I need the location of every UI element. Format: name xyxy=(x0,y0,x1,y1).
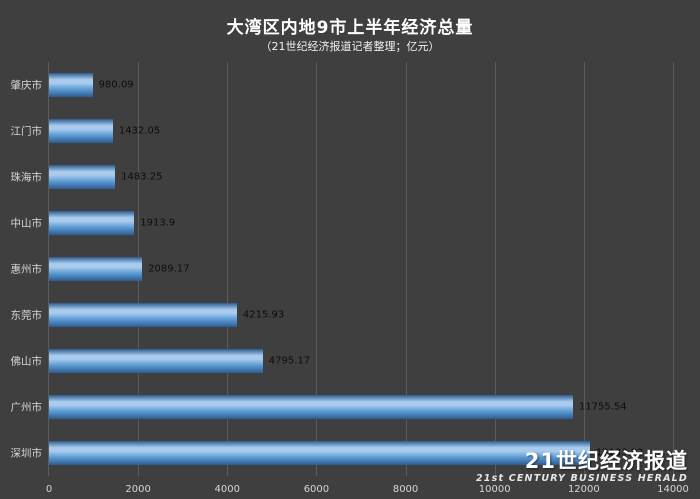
plot-area: 0 2000 4000 6000 8000 10000 12000 14000 肇庆市 980.0… xyxy=(11,62,689,495)
bar xyxy=(49,211,135,235)
bar xyxy=(49,349,263,373)
gridline xyxy=(227,62,229,476)
bar xyxy=(49,395,573,419)
bar xyxy=(49,257,143,281)
bar xyxy=(49,441,590,465)
watermark-en-text: 21st CENTURY BUSINESS HERALD xyxy=(475,472,688,484)
gridline xyxy=(316,62,318,476)
bar-row: 惠州市 2089.17 xyxy=(11,246,672,292)
value-label: 1483.25 xyxy=(121,171,163,183)
watermark-cn-text: 21世纪经济报道 xyxy=(524,448,688,473)
category-label: 佛山市 xyxy=(10,355,43,368)
category-label: 深圳市 xyxy=(10,447,43,460)
bar xyxy=(49,73,93,97)
x-axis-tick-label: 6000 xyxy=(303,484,330,495)
bar-row: 广州市 11755.54 xyxy=(11,384,672,430)
bar-row: 东莞市 4215.93 xyxy=(11,292,672,338)
category-label: 珠海市 xyxy=(10,171,43,184)
gridline xyxy=(583,62,585,476)
bar-row: 深圳市 12133.92 xyxy=(11,430,672,476)
value-label: 1913.9 xyxy=(140,217,176,229)
category-label: 江门市 xyxy=(10,125,43,138)
category-label: 东莞市 xyxy=(10,309,43,322)
bar-row: 江门市 1432.05 xyxy=(11,108,672,154)
x-axis-tick-label: 14000 xyxy=(657,484,689,495)
x-axis-tick-label: 10000 xyxy=(478,484,511,495)
category-label: 中山市 xyxy=(10,217,43,230)
bar-row: 珠海市 1483.25 xyxy=(11,154,672,200)
watermark: 21世纪经济报道 21st CENTURY BUSINESS HERALD xyxy=(476,449,688,485)
bar xyxy=(49,119,113,143)
value-label: 11755.54 xyxy=(578,401,627,413)
value-label: 1432.05 xyxy=(118,125,161,137)
value-label: 4795.17 xyxy=(268,355,311,367)
x-axis-tick-label: 8000 xyxy=(392,484,419,495)
gridline xyxy=(494,62,496,476)
x-axis-tick-label: 0 xyxy=(45,484,53,495)
value-label: 4215.93 xyxy=(242,309,285,321)
bar-row: 中山市 1913.9 xyxy=(11,200,672,246)
category-label: 广州市 xyxy=(10,401,43,414)
value-label: 2089.17 xyxy=(148,263,190,275)
bar xyxy=(49,303,237,327)
category-label: 惠州市 xyxy=(10,263,43,276)
bar-row: 佛山市 4795.17 xyxy=(11,338,672,384)
bar-row: 肇庆市 980.09 xyxy=(11,62,672,108)
gridline xyxy=(673,62,674,476)
category-label: 肇庆市 xyxy=(10,79,43,92)
x-axis-tick-label: 4000 xyxy=(214,484,241,495)
x-axis-tick-label: 12000 xyxy=(567,484,600,495)
bar xyxy=(49,165,116,189)
value-label: 12133.92 xyxy=(595,447,644,459)
value-label: 980.09 xyxy=(98,79,134,91)
x-axis-tick-label: 2000 xyxy=(125,484,151,495)
chart-subtitle: （21世纪经济报道记者整理；亿元） xyxy=(260,40,440,53)
gridline xyxy=(405,62,407,476)
chart-title: 大湾区内地9市上半年经济总量 xyxy=(226,18,474,38)
